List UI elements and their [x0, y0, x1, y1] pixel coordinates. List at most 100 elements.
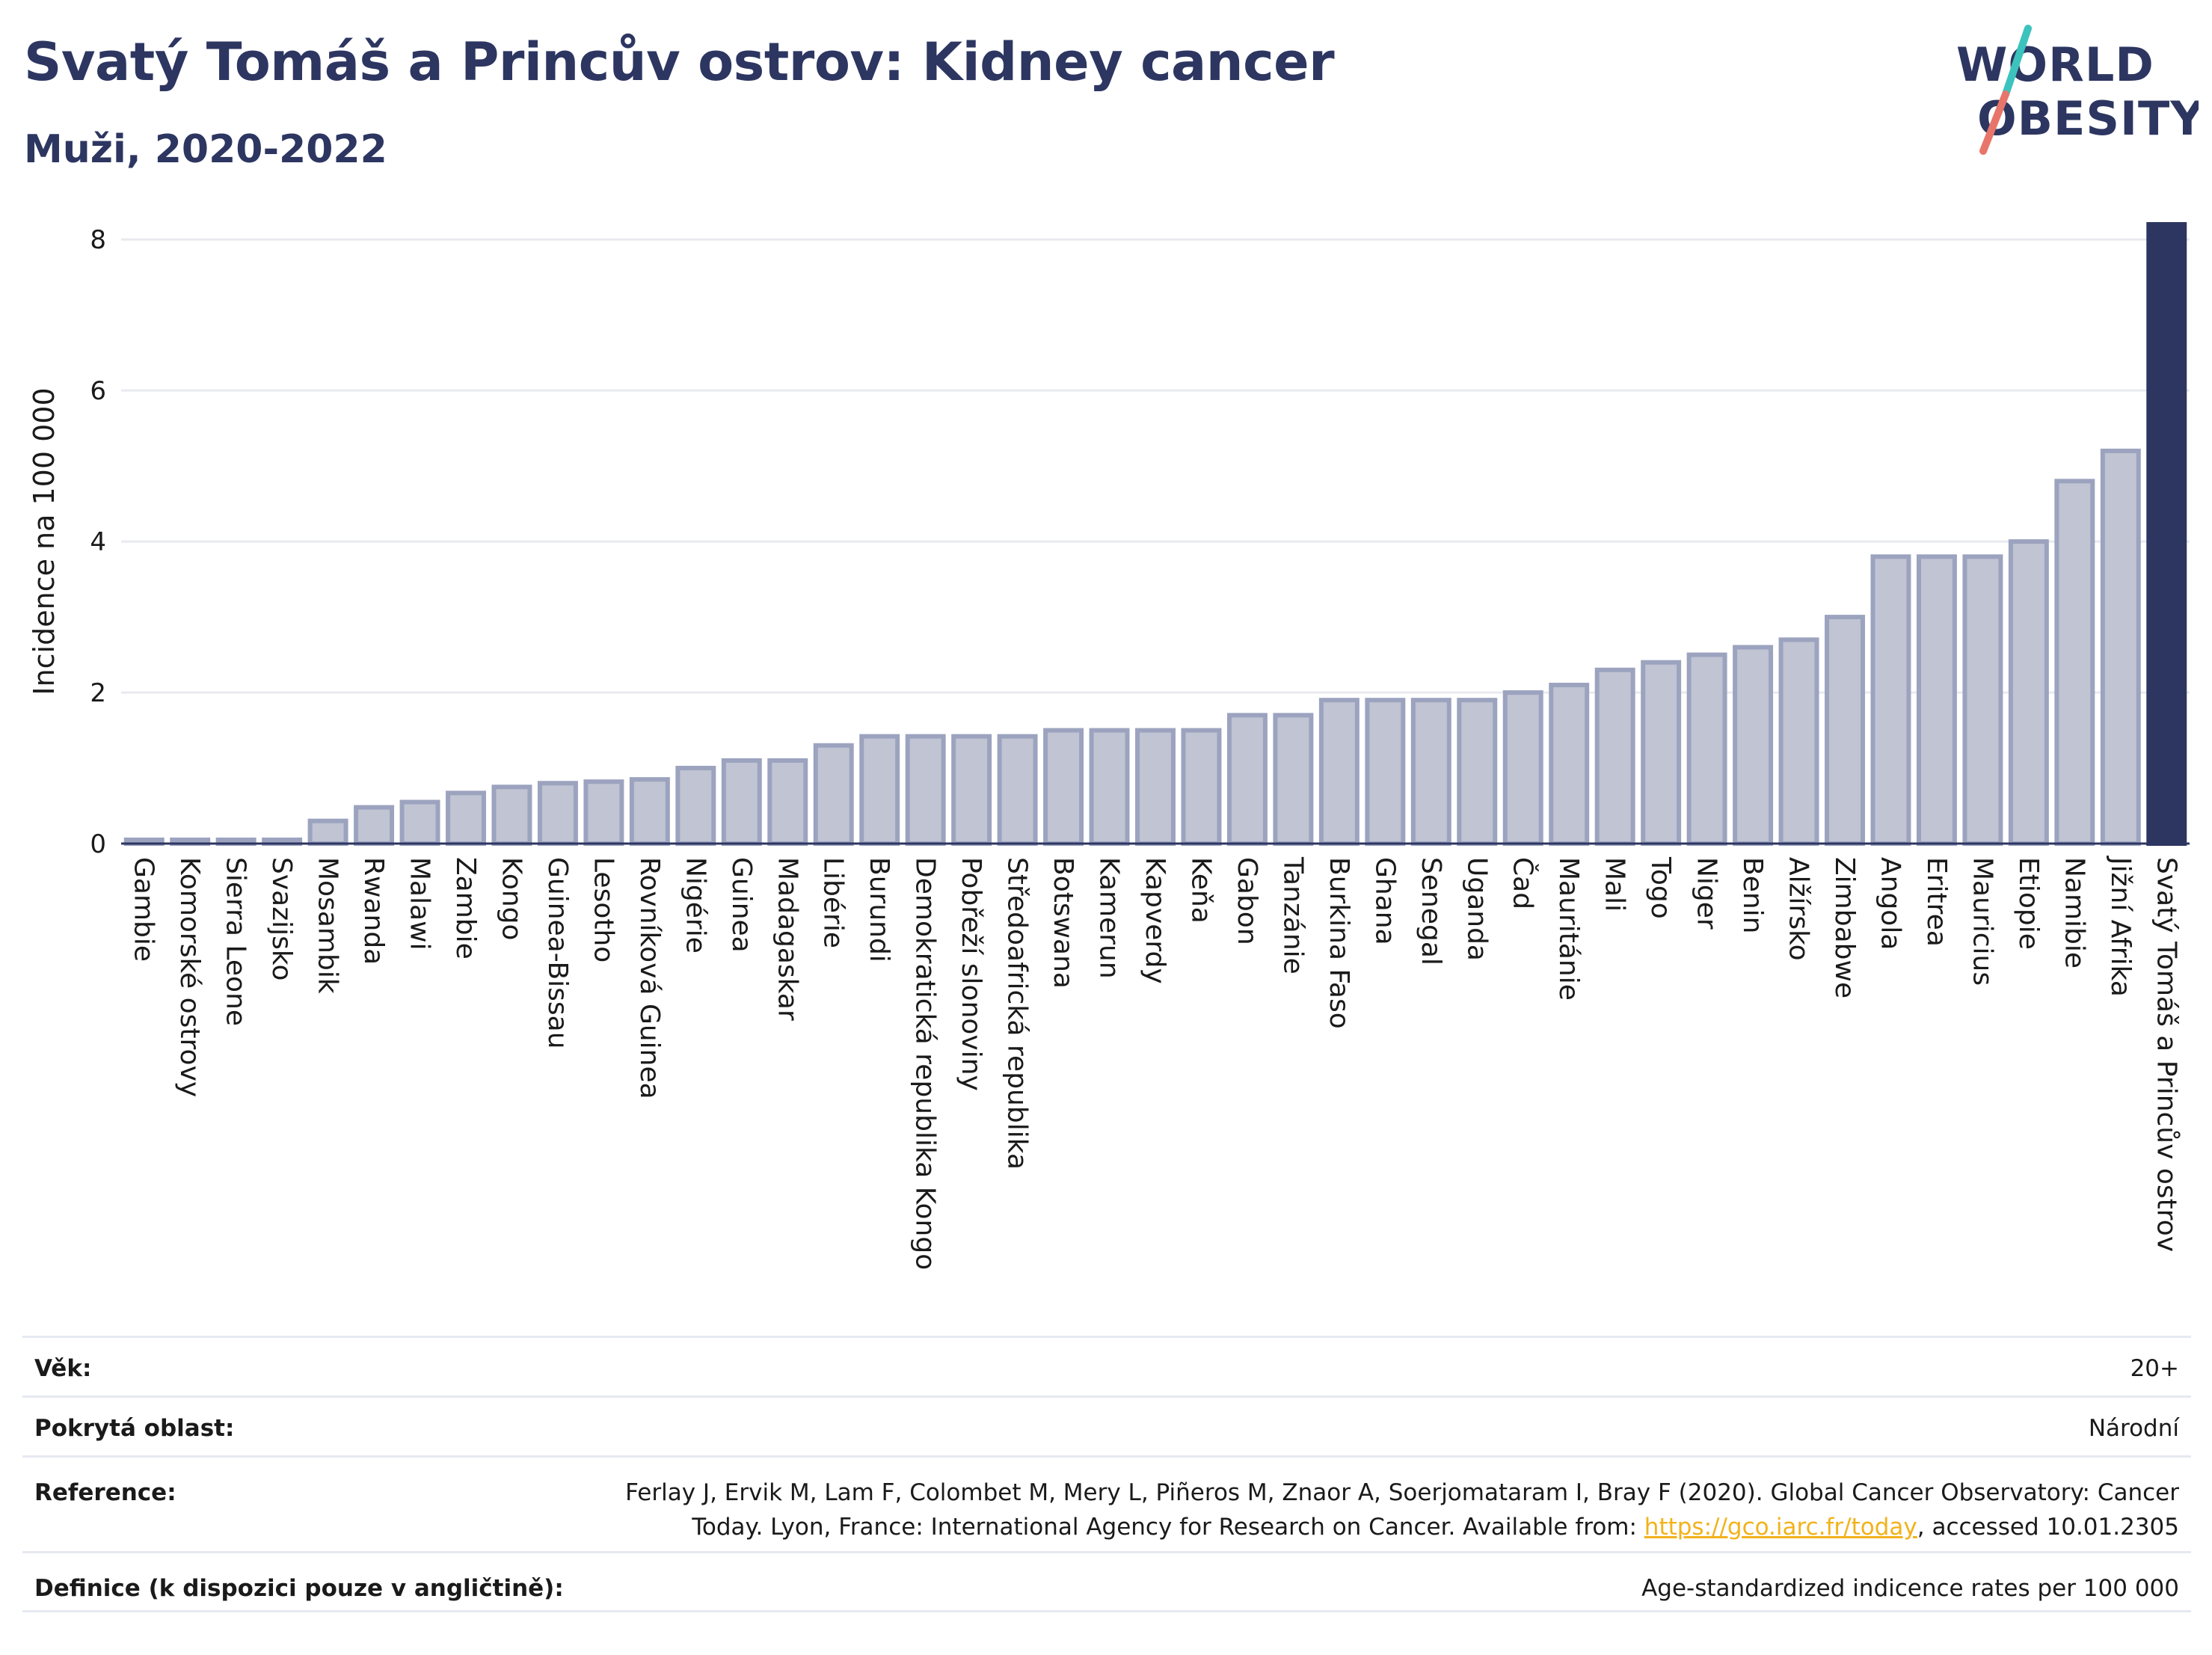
x-tick-label: Libérie: [818, 857, 849, 948]
bar: [399, 799, 440, 846]
area-label: Pokrytá oblast:: [34, 1415, 235, 1442]
bar: [997, 734, 1038, 846]
bar: [951, 734, 992, 846]
bar: [1226, 713, 1268, 847]
x-tick-label: Malawi: [405, 857, 435, 951]
x-tick-label: Nigérie: [680, 857, 710, 954]
x-tick-label: Mauritánie: [1553, 857, 1584, 1001]
bar: [2008, 539, 2049, 846]
bar: [2100, 448, 2141, 846]
x-tick-label: Gambie: [129, 857, 159, 962]
x-tick-label: Keňa: [1185, 857, 1216, 924]
x-tick-label: Lesotho: [588, 857, 618, 962]
chart-title: Svatý Tomáš a Princův ostrov: Kidney can…: [24, 31, 1335, 93]
reference-label: Reference:: [34, 1479, 176, 1506]
x-tick-label: Alžírsko: [1784, 857, 1814, 961]
x-tick-label: Mali: [1600, 857, 1630, 912]
bar: [1825, 615, 1865, 846]
x-tick-label: Středoafrická republika: [1002, 857, 1033, 1170]
x-tick-label: Svatý Tomáš a Princův ostrov: [2151, 857, 2181, 1252]
bar: [1962, 554, 2003, 846]
bar: [1916, 554, 1957, 846]
x-tick-label: Botswana: [1048, 857, 1078, 989]
reference-line-2-post: , accessed 10.01.2305: [1917, 1514, 2179, 1541]
reference-line-1: Ferlay J, Ervik M, Lam F, Colombet M, Me…: [625, 1479, 2179, 1506]
x-tick-label: Zambie: [450, 857, 481, 959]
bar: [1594, 667, 1635, 846]
bar: [307, 818, 348, 846]
footer-row-reference: Reference: Ferlay J, Ervik M, Lam F, Col…: [22, 1455, 2191, 1551]
x-tick-label: Ghana: [1369, 857, 1400, 945]
x-tick-label: Gabon: [1232, 857, 1262, 945]
x-tick-label: Rovníková Guinea: [634, 857, 665, 1099]
x-tick-label: Tanzánie: [1277, 856, 1308, 974]
y-tick-label: 4: [90, 527, 106, 557]
bar: [583, 779, 624, 846]
x-tick-label: Togo: [1645, 856, 1676, 919]
bar: [1181, 728, 1222, 846]
x-tick-label: Rwanda: [358, 857, 389, 965]
definition-value: Age-standardized indicence rates per 100…: [1641, 1575, 2179, 1602]
bar: [1318, 698, 1360, 847]
reference-link[interactable]: https://gco.iarc.fr/today: [1644, 1514, 1917, 1541]
x-tick-label: Benin: [1737, 857, 1768, 933]
bar: [1089, 728, 1130, 846]
bar: [1365, 698, 1406, 847]
x-tick-label: Komorské ostrovy: [174, 857, 205, 1097]
x-tick-label: Angola: [1875, 857, 1905, 950]
x-tick-label: Kapverdy: [1140, 857, 1170, 984]
y-tick-label: 0: [90, 829, 106, 859]
x-tick-label: Mosambik: [313, 857, 343, 994]
bar: [767, 758, 808, 846]
bar: [1549, 682, 1590, 847]
bar: [491, 784, 532, 847]
y-axis-label: Incidence na 100 000: [28, 387, 61, 695]
bar: [1273, 713, 1314, 847]
y-tick-label: 8: [90, 225, 106, 255]
bar: [1410, 698, 1451, 847]
x-tick-label: Etiopie: [2013, 857, 2044, 950]
x-tick-label: Jižní Afrika: [2105, 856, 2136, 997]
reference-value: Ferlay J, Ervik M, Lam F, Colombet M, Me…: [625, 1476, 2191, 1544]
bar: [1641, 660, 1682, 846]
x-tick-label: Niger: [1692, 857, 1722, 930]
world-obesity-logo: WORLD OBESITY: [1956, 25, 2199, 155]
bar: [354, 805, 395, 847]
y-tick-label: 6: [90, 376, 106, 406]
x-tick-label: Svazijsko: [266, 857, 297, 980]
bar: [1778, 637, 1819, 846]
bar: [859, 734, 900, 846]
bar: [2146, 222, 2187, 846]
x-tick-label: Guinea-Bissau: [542, 857, 573, 1049]
bar-chart: 0 2 4 6 8 Incidence na 100 000 Gambie Komorské …: [28, 222, 2190, 1270]
x-tick-label: Guinea: [726, 857, 757, 953]
bar: [446, 790, 486, 846]
definition-label: Definice (k dispozici pouze v angličtině…: [34, 1575, 564, 1602]
bar: [1686, 652, 1727, 846]
x-tick-label: Zimbabwe: [1829, 857, 1860, 998]
svg-text:WORLD: WORLD: [1956, 37, 2154, 92]
bar: [537, 781, 578, 846]
bar: [629, 777, 670, 847]
x-tick-label: Uganda: [1461, 857, 1492, 961]
bar: [813, 743, 854, 846]
chart-subtitle: Muži, 2020-2022: [24, 127, 387, 172]
x-tick-label: Burundi: [864, 857, 894, 962]
bar: [1135, 728, 1176, 846]
area-value: Národní: [2088, 1415, 2179, 1442]
bar: [2054, 479, 2095, 846]
x-tick-label: Namibie: [2059, 857, 2089, 968]
reference-line-2-pre: Today. Lyon, France: International Agenc…: [692, 1514, 1644, 1541]
age-label: Věk:: [34, 1355, 92, 1382]
footer-row-age: Věk: 20+: [22, 1336, 2191, 1395]
bar: [1502, 690, 1543, 846]
svg-text:OBESITY: OBESITY: [1977, 91, 2199, 146]
x-tick-label: Demokratická republika Kongo: [910, 857, 941, 1270]
x-tick-label: Eritrea: [1921, 857, 1952, 947]
x-tick-label: Kamerun: [1094, 857, 1125, 979]
footer-row-definition: Definice (k dispozici pouze v angličtině…: [22, 1551, 2191, 1612]
bar: [1043, 728, 1084, 846]
x-tick-label: Mauricius: [1967, 857, 1997, 986]
bar: [721, 758, 762, 846]
x-tick-label: Senegal: [1416, 857, 1446, 965]
